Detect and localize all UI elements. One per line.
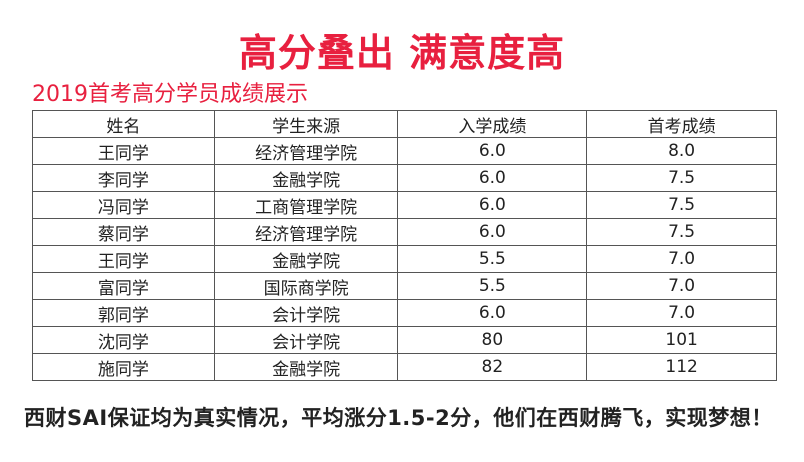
cell-name: 郭同学	[32, 299, 215, 327]
cell-entry-score: 80	[397, 326, 588, 354]
cell-entry-score: 5.5	[397, 245, 588, 273]
table-row: 李同学 金融学院 6.0 7.5	[32, 164, 777, 192]
header-first-score: 首考成绩	[586, 110, 777, 138]
table-row: 施同学 金融学院 82 112	[32, 353, 777, 381]
cell-name: 沈同学	[32, 326, 215, 354]
table-caption: 2019首考高分学员成绩展示	[32, 82, 308, 107]
cell-first-score: 101	[586, 326, 777, 354]
scores-table: 姓名 学生来源 入学成绩 首考成绩 王同学 经济管理学院 6.0 8.0 李同学 金融学院…	[32, 110, 777, 381]
cell-entry-score: 6.0	[397, 218, 588, 246]
headline: 高分叠出 满意度高	[238, 31, 566, 75]
header-entry-score: 入学成绩	[397, 110, 588, 138]
cell-source: 金融学院	[213, 164, 399, 192]
cell-name: 王同学	[32, 245, 215, 273]
table-row: 王同学 经济管理学院 6.0 8.0	[32, 137, 777, 165]
table-row: 富同学 国际商学院 5.5 7.0	[32, 272, 777, 300]
cell-name: 王同学	[32, 137, 215, 165]
cell-first-score: 7.5	[586, 191, 777, 219]
cell-source: 金融学院	[213, 245, 399, 273]
cell-first-score: 8.0	[586, 137, 777, 165]
cell-name: 冯同学	[32, 191, 215, 219]
cell-name: 李同学	[32, 164, 215, 192]
header-source: 学生来源	[213, 110, 399, 138]
table-header-row: 姓名 学生来源 入学成绩 首考成绩	[32, 110, 777, 138]
table-row: 郭同学 会计学院 6.0 7.0	[32, 299, 777, 327]
header-name: 姓名	[32, 110, 215, 138]
cell-first-score: 7.5	[586, 218, 777, 246]
cell-entry-score: 6.0	[397, 164, 588, 192]
cell-source: 工商管理学院	[213, 191, 399, 219]
cell-name: 富同学	[32, 272, 215, 300]
cell-entry-score: 82	[397, 353, 588, 381]
cell-entry-score: 6.0	[397, 137, 588, 165]
table-row: 沈同学 会计学院 80 101	[32, 326, 777, 354]
cell-source: 经济管理学院	[213, 218, 399, 246]
cell-entry-score: 6.0	[397, 191, 588, 219]
cell-first-score: 7.0	[586, 245, 777, 273]
cell-source: 会计学院	[213, 326, 399, 354]
footer-note: 西财SAI保证均为真实情况，平均涨分1.5-2分，他们在西财腾飞，实现梦想！	[24, 406, 773, 430]
cell-entry-score: 5.5	[397, 272, 588, 300]
cell-first-score: 7.5	[586, 164, 777, 192]
cell-first-score: 7.0	[586, 272, 777, 300]
table-row: 蔡同学 经济管理学院 6.0 7.5	[32, 218, 777, 246]
table-row: 冯同学 工商管理学院 6.0 7.5	[32, 191, 777, 219]
table-row: 王同学 金融学院 5.5 7.0	[32, 245, 777, 273]
cell-first-score: 7.0	[586, 299, 777, 327]
cell-name: 蔡同学	[32, 218, 215, 246]
cell-source: 国际商学院	[213, 272, 399, 300]
cell-source: 会计学院	[213, 299, 399, 327]
cell-name: 施同学	[32, 353, 215, 381]
cell-first-score: 112	[586, 353, 777, 381]
cell-source: 经济管理学院	[213, 137, 399, 165]
cell-entry-score: 6.0	[397, 299, 588, 327]
cell-source: 金融学院	[213, 353, 399, 381]
